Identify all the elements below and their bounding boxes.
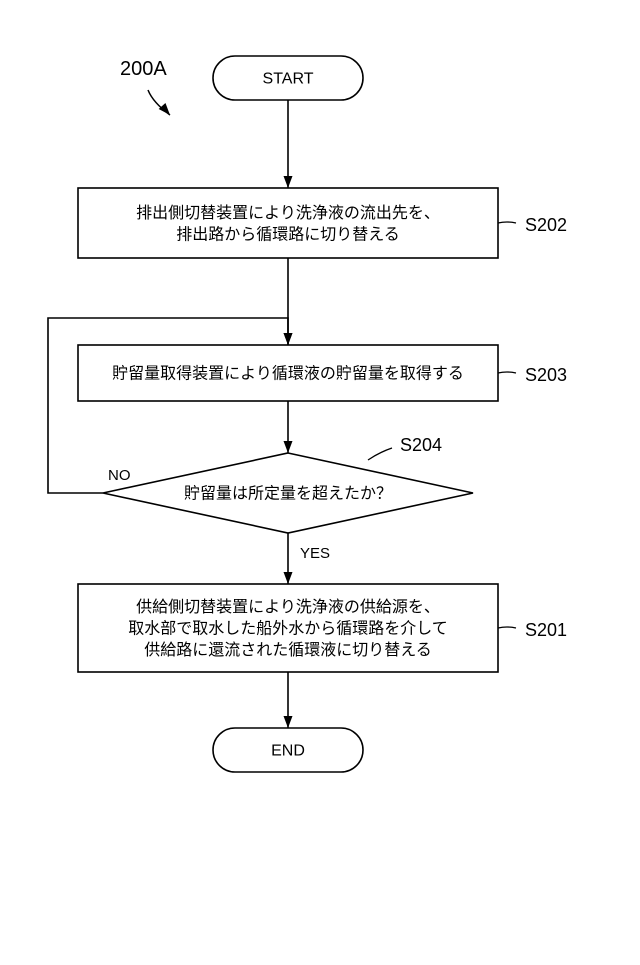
svg-text:NO: NO [108,467,131,484]
node-s204: 貯留量は所定量を超えたか？ [103,453,473,533]
step-label-s203: S203 [525,365,567,385]
node-text: 排出側切替装置により洗浄液の流出先を、 [136,204,440,222]
node-s202: 排出側切替装置により洗浄液の流出先を、排出路から循環路に切り替える [78,188,498,258]
figure-label: 200A [120,58,167,80]
step-label-s204: S204 [400,435,442,455]
node-text: 排出路から循環路に切り替える [176,225,400,243]
node-s203: 貯留量取得装置により循環液の貯留量を取得する [78,345,498,401]
node-text: END [271,743,305,760]
node-text: 貯留量取得装置により循環液の貯留量を取得する [112,365,464,383]
node-text: 取水部で取水した船外水から循環路を介して [128,620,448,638]
node-text: START [263,71,314,88]
step-label-s202: S202 [525,215,567,235]
node-end: END [213,728,363,772]
node-text: 供給側切替装置により洗浄液の供給源を、 [136,598,440,616]
node-text: 供給路に還流された循環液に切り替える [144,641,432,659]
step-label-s201: S201 [525,620,567,640]
svg-text:YES: YES [300,545,330,562]
node-start: START [213,56,363,100]
node-s201: 供給側切替装置により洗浄液の供給源を、取水部で取水した船外水から循環路を介して供… [78,584,498,672]
flowchart-canvas: YES NO START 排出側切替装置により洗浄液の流出先を、排出路から循環路に切り… [0,0,640,965]
node-text: 貯留量は所定量を超えたか？ [184,485,392,503]
